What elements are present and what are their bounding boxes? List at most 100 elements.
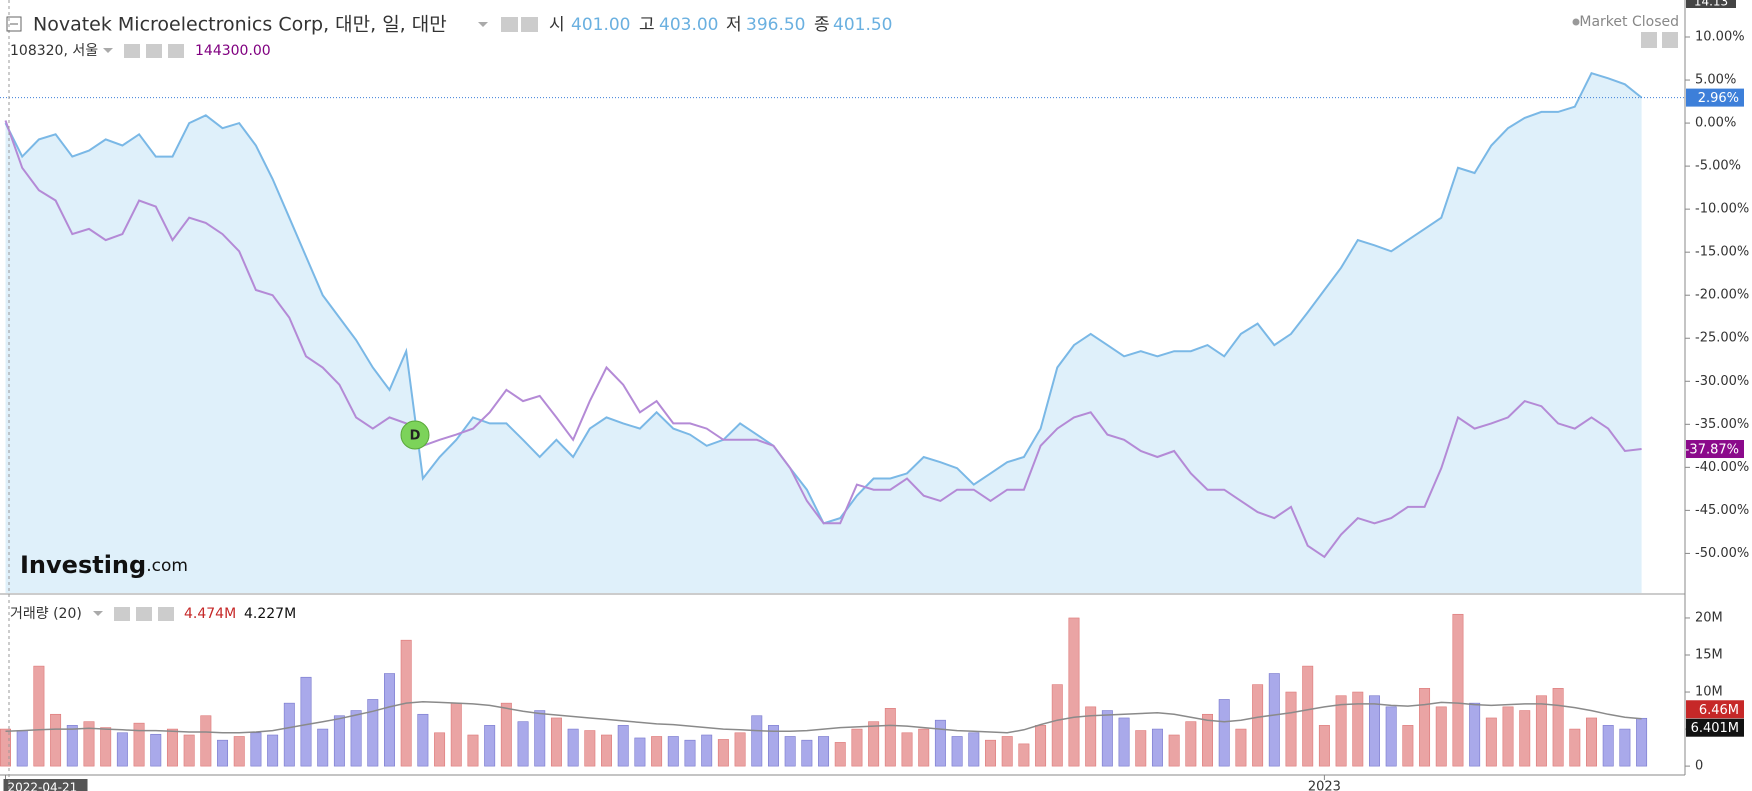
dropdown-icon[interactable] bbox=[478, 22, 488, 27]
y-tick-label: 5.00% bbox=[1695, 73, 1736, 88]
eye-icon[interactable] bbox=[114, 607, 130, 621]
volume-bar bbox=[534, 710, 546, 767]
y-tick-label: -50.00% bbox=[1695, 546, 1749, 561]
volume-bar bbox=[751, 715, 763, 767]
volume-bar bbox=[684, 739, 696, 767]
y-tick-label: 10.00% bbox=[1695, 30, 1745, 45]
volume-bar bbox=[116, 732, 128, 767]
legend-value: 4.227M bbox=[244, 606, 296, 622]
y-tick-label: -5.00% bbox=[1695, 159, 1741, 174]
volume-bar bbox=[50, 713, 62, 767]
volume-bar bbox=[300, 676, 312, 767]
legend-value: 144300.00 bbox=[195, 43, 271, 59]
corner-label: 14.13 bbox=[1694, 0, 1728, 9]
close-icon[interactable] bbox=[168, 44, 184, 58]
dropdown-icon[interactable] bbox=[93, 611, 103, 616]
y-tick-label: 15M bbox=[1695, 648, 1723, 663]
logo: Investing.com bbox=[20, 551, 188, 579]
y-tick-label: -10.00% bbox=[1695, 202, 1749, 217]
y-tick-label: -20.00% bbox=[1695, 288, 1749, 303]
volume-bar bbox=[33, 665, 45, 767]
volume-bar bbox=[985, 739, 996, 767]
logo-suffix: .com bbox=[146, 556, 188, 576]
volume-bar bbox=[1385, 706, 1397, 767]
plot-layer: 10.00% 5.00% 0.00% -5.00% -10.00% -15.00% -20.… bbox=[0, 30, 1749, 791]
volume-bar bbox=[1101, 710, 1113, 767]
ohlc-label: 저 bbox=[726, 15, 742, 35]
ohlc-label: 시 bbox=[549, 15, 565, 35]
last-value-badge bbox=[1686, 440, 1744, 459]
close-icon[interactable] bbox=[158, 607, 174, 621]
last-value-badge bbox=[1686, 88, 1744, 107]
volume-bar bbox=[1552, 688, 1564, 767]
ohlc-value: 401.00 bbox=[571, 15, 630, 35]
volume-bar bbox=[200, 715, 212, 767]
volume-bar bbox=[901, 732, 913, 767]
volume-bar bbox=[484, 725, 496, 767]
volume-bar bbox=[884, 708, 896, 767]
y-tick-label: 0 bbox=[1695, 759, 1703, 774]
volume-bar bbox=[667, 736, 679, 767]
volume-bar bbox=[16, 730, 28, 767]
collapse-icon[interactable] bbox=[6, 16, 22, 32]
eye-icon[interactable] bbox=[124, 44, 140, 58]
last-value-badge bbox=[1686, 700, 1744, 719]
volume-bar bbox=[801, 739, 813, 767]
settings-icon[interactable] bbox=[521, 17, 538, 32]
volume-bar bbox=[1636, 717, 1648, 767]
volume-bar bbox=[1252, 684, 1264, 767]
volume-bar bbox=[951, 736, 963, 767]
volume-bar bbox=[434, 732, 446, 767]
volume-title: 거래량 (20) bbox=[10, 606, 82, 622]
volume-bar bbox=[851, 728, 863, 767]
volume-bar bbox=[1569, 728, 1581, 767]
volume-bar bbox=[83, 721, 95, 767]
volume-bar bbox=[100, 727, 112, 767]
event-marker-label: D bbox=[410, 429, 421, 444]
volume-bar bbox=[1369, 695, 1380, 767]
volume-bar bbox=[934, 719, 946, 767]
volume-bar bbox=[617, 725, 629, 767]
pin-icon[interactable] bbox=[1662, 32, 1678, 48]
volume-bar bbox=[1068, 617, 1080, 767]
settings-icon[interactable] bbox=[146, 44, 162, 58]
ohlc-value: 401.50 bbox=[833, 15, 892, 35]
info-icon[interactable] bbox=[1641, 32, 1657, 48]
market-status: Market Closed bbox=[1579, 14, 1679, 30]
volume-bar bbox=[1402, 725, 1414, 767]
volume-bar bbox=[717, 739, 729, 767]
price-pane: 10.00% 5.00% 0.00% -5.00% -10.00% -15.00% -20.… bbox=[0, 30, 1749, 593]
volume-bar bbox=[1151, 728, 1163, 767]
volume-bar bbox=[384, 673, 395, 767]
chart-title: Novatek Microelectronics Corp, 대만, 일, 대만 bbox=[33, 14, 447, 36]
dropdown-icon[interactable] bbox=[103, 48, 113, 53]
volume-bar bbox=[1051, 684, 1063, 767]
volume-bar bbox=[66, 725, 78, 767]
volume-bar bbox=[283, 702, 295, 767]
volume-bar bbox=[1018, 743, 1030, 767]
event-marker[interactable] bbox=[400, 420, 430, 450]
settings-icon[interactable] bbox=[136, 607, 152, 621]
volume-bar bbox=[1452, 613, 1464, 767]
volume-bar bbox=[350, 710, 362, 767]
volume-bar bbox=[1085, 706, 1097, 767]
volume-bar bbox=[1619, 728, 1631, 767]
volume-bar bbox=[367, 699, 379, 767]
eye-icon[interactable] bbox=[501, 17, 518, 32]
volume-bar bbox=[1235, 728, 1247, 767]
volume-bar bbox=[1118, 717, 1130, 767]
line bbox=[4, 120, 1642, 559]
volume-bar bbox=[567, 728, 579, 767]
y-tick-label: -30.00% bbox=[1695, 374, 1749, 389]
volume-bar bbox=[1435, 706, 1447, 767]
status-dot bbox=[1572, 18, 1580, 26]
y-tick-label: -45.00% bbox=[1695, 503, 1749, 518]
last-value-label: 6.46M bbox=[1699, 703, 1739, 718]
volume-bar bbox=[166, 728, 178, 767]
volume-bar bbox=[250, 732, 262, 767]
last-value-label: 6.401M bbox=[1691, 721, 1739, 736]
volume-bar bbox=[968, 732, 980, 767]
volume-bar bbox=[868, 721, 880, 767]
volume-bar bbox=[317, 728, 329, 767]
